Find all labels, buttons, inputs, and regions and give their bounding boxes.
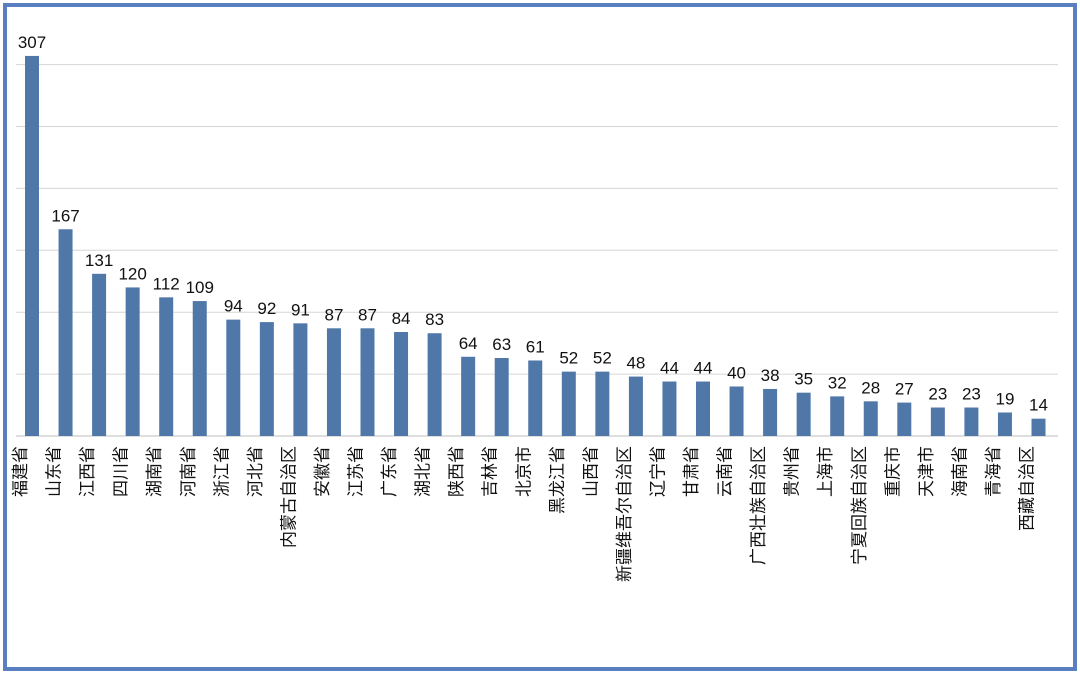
data-label: 91 (291, 300, 310, 319)
bar (293, 323, 308, 436)
bar (997, 412, 1012, 436)
data-label: 27 (895, 380, 914, 399)
category-label: 西藏自治区 (1018, 446, 1038, 531)
data-label: 83 (425, 310, 444, 329)
bar (763, 388, 778, 436)
bar (897, 402, 912, 436)
bar (159, 297, 174, 436)
data-label: 131 (85, 251, 113, 270)
category-label: 黑龙江省 (548, 446, 568, 514)
category-label: 海南省 (950, 446, 970, 497)
bar (326, 328, 341, 436)
category-label: 河北省 (246, 446, 266, 497)
category-label: 湖南省 (145, 446, 165, 497)
category-label: 陕西省 (447, 446, 467, 497)
data-label: 94 (224, 297, 243, 316)
data-label: 120 (118, 264, 146, 283)
bar (863, 401, 878, 436)
data-label: 32 (828, 373, 847, 392)
category-label: 辽宁省 (648, 446, 668, 497)
bar (494, 358, 509, 436)
bar (796, 392, 811, 436)
data-label: 307 (18, 33, 46, 52)
data-label: 64 (459, 334, 478, 353)
bar (192, 301, 207, 436)
data-label: 40 (727, 363, 746, 382)
category-label: 宁夏回族自治区 (850, 446, 870, 565)
bar (830, 396, 845, 436)
bar (696, 381, 710, 436)
data-label: 44 (660, 359, 679, 378)
bar (125, 287, 140, 436)
bar (58, 229, 73, 436)
category-label: 吉林省 (481, 446, 501, 497)
data-label: 52 (593, 349, 612, 368)
bars-layer (25, 55, 1046, 437)
data-label: 28 (861, 378, 880, 397)
category-label: 江西省 (78, 446, 98, 497)
category-label: 广西壮族自治区 (749, 446, 769, 565)
category-label: 重庆市 (883, 446, 903, 497)
bar (259, 322, 274, 436)
bar (729, 386, 744, 436)
data-label: 92 (257, 299, 276, 318)
bar (394, 332, 409, 436)
category-label: 青海省 (984, 446, 1004, 497)
data-label: 84 (392, 309, 411, 328)
data-label: 14 (1029, 396, 1048, 415)
category-label: 江苏省 (347, 446, 367, 497)
bar (1031, 418, 1046, 436)
category-label: 广东省 (380, 446, 400, 497)
data-label: 87 (358, 305, 377, 324)
category-label: 福建省 (11, 446, 31, 497)
bar (360, 328, 375, 436)
data-label: 112 (153, 274, 180, 293)
data-label: 38 (761, 366, 780, 385)
data-label: 109 (186, 278, 214, 297)
bar (461, 356, 476, 436)
bar (528, 360, 543, 436)
bar (25, 55, 39, 437)
bar (628, 376, 643, 436)
data-label: 35 (794, 370, 813, 389)
bar (427, 333, 442, 436)
grid-layer (16, 64, 1058, 437)
category-label: 天津市 (917, 446, 937, 497)
data-label: 19 (995, 389, 1014, 408)
category-label: 浙江省 (212, 446, 232, 497)
category-label: 四川省 (112, 446, 132, 497)
bar (561, 371, 576, 436)
category-label: 河南省 (179, 446, 199, 497)
value-labels-layer: 307 167 131 120 112 109 94 92 91 87 87 84 83 64 63 61 52… (18, 33, 1048, 415)
category-label: 北京市 (514, 446, 534, 497)
category-label: 甘肃省 (682, 446, 702, 497)
bar (595, 371, 610, 436)
bar (964, 407, 979, 436)
bar (92, 273, 107, 436)
data-label: 48 (626, 354, 645, 373)
category-label: 内蒙古自治区 (279, 446, 299, 548)
data-label: 23 (962, 385, 981, 404)
category-label: 山东省 (45, 446, 65, 497)
category-label: 上海市 (816, 446, 836, 497)
bar (226, 319, 241, 436)
category-label: 新疆维吾尔自治区 (615, 446, 635, 582)
data-label: 167 (51, 206, 79, 225)
category-labels-layer: 福建省 山东省 江西省 四川省 湖南省 河南省 浙江省 河北省 内蒙古自治区 安徽省 江苏省 广东省湖… (11, 446, 1038, 582)
category-label: 山西省 (581, 446, 601, 497)
category-label: 湖北省 (414, 446, 434, 497)
data-label: 87 (324, 305, 343, 324)
data-label: 44 (694, 359, 713, 378)
category-label: 云南省 (716, 446, 736, 497)
data-label: 63 (492, 335, 511, 354)
data-label: 61 (526, 337, 545, 356)
bar (662, 381, 677, 436)
category-label: 安徽省 (313, 446, 333, 497)
bar (930, 407, 945, 436)
chart-frame (3, 3, 1077, 671)
data-label: 23 (928, 385, 947, 404)
data-label: 52 (559, 349, 578, 368)
category-label: 贵州省 (783, 446, 803, 497)
